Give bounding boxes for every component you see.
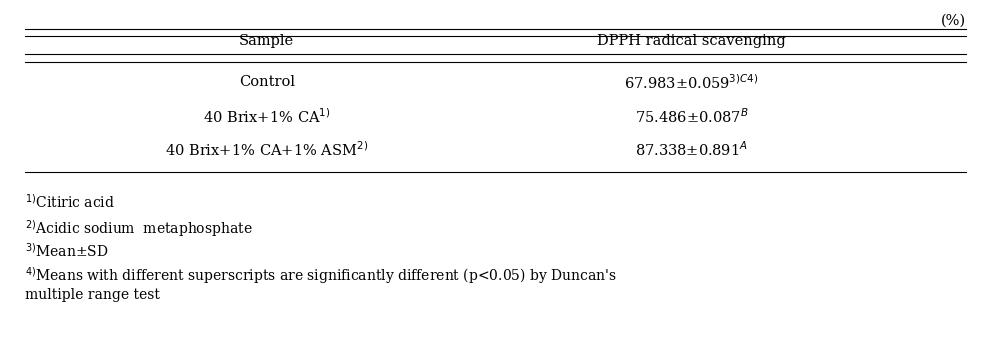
Text: 40 Brix+1% CA$^{1)}$: 40 Brix+1% CA$^{1)}$ <box>203 107 331 126</box>
Text: $^{4)}$Means with different superscripts are significantly different (p<0.05) by: $^{4)}$Means with different superscripts… <box>25 265 617 286</box>
Text: (%): (%) <box>942 14 966 27</box>
Text: multiple range test: multiple range test <box>25 288 160 302</box>
Text: $^{1)}$Citiric acid: $^{1)}$Citiric acid <box>25 193 115 211</box>
Text: 67.983±0.059$^{3)C4)}$: 67.983±0.059$^{3)C4)}$ <box>624 73 759 92</box>
Text: 40 Brix+1% CA+1% ASM$^{2)}$: 40 Brix+1% CA+1% ASM$^{2)}$ <box>165 141 369 160</box>
Text: $^{3)}$Mean±SD: $^{3)}$Mean±SD <box>25 242 109 260</box>
Text: Sample: Sample <box>239 34 294 48</box>
Text: 87.338±0.891$^{A}$: 87.338±0.891$^{A}$ <box>635 141 748 160</box>
Text: 75.486±0.087$^{B}$: 75.486±0.087$^{B}$ <box>634 107 749 126</box>
Text: $^{2)}$Acidic sodium  metaphosphate: $^{2)}$Acidic sodium metaphosphate <box>25 218 252 239</box>
Text: DPPH radical scavenging: DPPH radical scavenging <box>597 34 786 48</box>
Text: Control: Control <box>239 75 294 90</box>
